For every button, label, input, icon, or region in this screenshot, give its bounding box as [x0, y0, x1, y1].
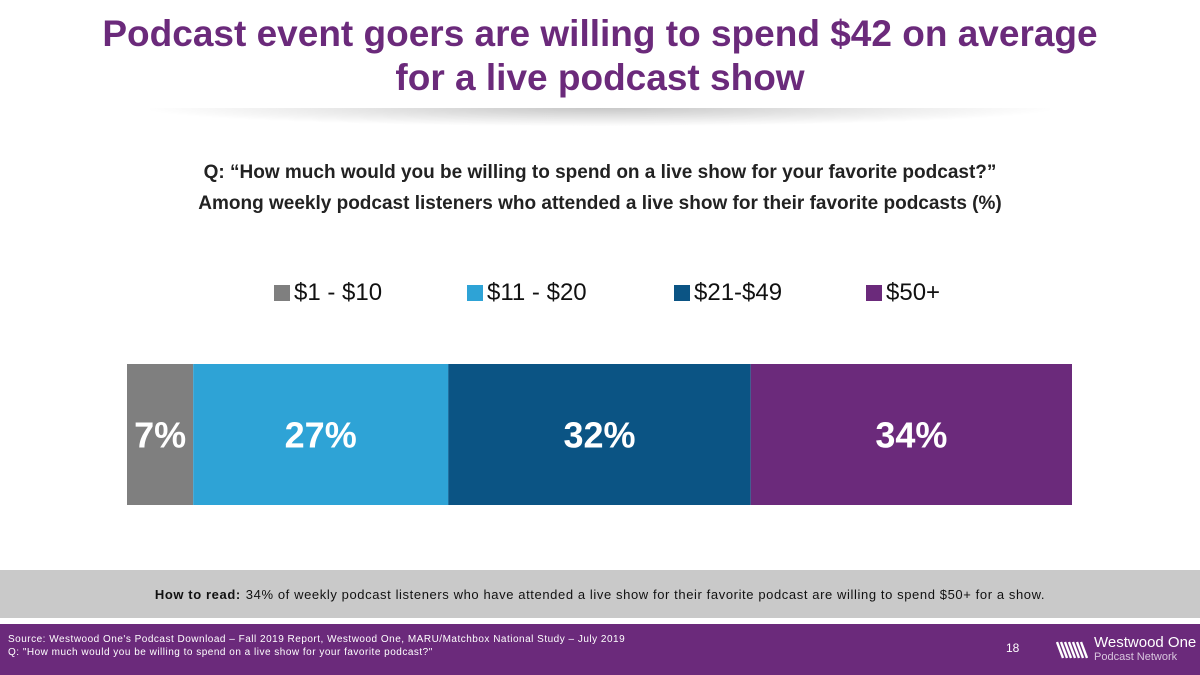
page-title: Podcast event goers are willing to spend… [0, 12, 1200, 100]
legend-label-1: $1 - $10 [294, 279, 383, 306]
title-line-2: for a live podcast show [395, 57, 805, 98]
legend-item-3: $21-$49 [674, 278, 782, 308]
westwood-one-logo: Westwood One Podcast Network [1056, 634, 1197, 664]
question-line-2: Among weekly podcast listeners who atten… [198, 193, 1002, 214]
stacked-bar-chart: 7% 27% 32% 34% [127, 364, 1072, 505]
page-number: 18 [1006, 641, 1020, 655]
data-label-3: 32% [563, 415, 635, 456]
legend-swatch-1 [274, 285, 290, 301]
legend-label-2: $11 - $20 [487, 279, 587, 306]
data-label-4: 34% [875, 415, 947, 456]
westwood-one-logo-icon [1056, 641, 1088, 659]
how-to-read-label: How to read: [154, 586, 241, 602]
legend-label-4: $50+ [886, 279, 941, 306]
footer-source: Source: Westwood One's Podcast Download … [8, 633, 625, 659]
legend-swatch-2 [467, 285, 483, 301]
footer-bar: Source: Westwood One's Podcast Download … [0, 624, 1200, 675]
title-line-1: Podcast event goers are willing to spend… [102, 13, 1098, 54]
legend-item-2: $11 - $20 [467, 278, 587, 308]
title-shadow-divider [150, 108, 1050, 126]
legend-swatch-4 [866, 285, 882, 301]
how-to-read-text: 34% of weekly podcast listeners who have… [245, 586, 1046, 602]
chart-legend: $1 - $10 $11 - $20 $21-$49 $50+ [0, 278, 1200, 308]
legend-item-4: $50+ [866, 278, 940, 308]
legend-label-3: $21-$49 [694, 279, 783, 306]
bar-segment-3 [448, 364, 751, 505]
data-label-1: 7% [134, 415, 186, 456]
source-line-1: Source: Westwood One's Podcast Download … [8, 634, 626, 645]
question-line-1: Q: “How much would you be willing to spe… [203, 162, 997, 183]
logo-line-1: Westwood One [1094, 634, 1197, 651]
source-line-2: Q: "How much would you be willing to spe… [8, 647, 433, 658]
bar-segment-1 [127, 364, 194, 505]
legend-item-1: $1 - $10 [274, 278, 382, 308]
data-label-2: 27% [285, 415, 357, 456]
bar-segment-2 [193, 364, 449, 505]
legend-swatch-3 [674, 285, 690, 301]
logo-line-2: Podcast Network [1094, 651, 1178, 663]
bar-segment-4 [750, 364, 1072, 505]
chart-question: Q: “How much would you be willing to spe… [0, 157, 1200, 219]
how-to-read-banner: How to read: 34% of weekly podcast liste… [0, 570, 1200, 618]
